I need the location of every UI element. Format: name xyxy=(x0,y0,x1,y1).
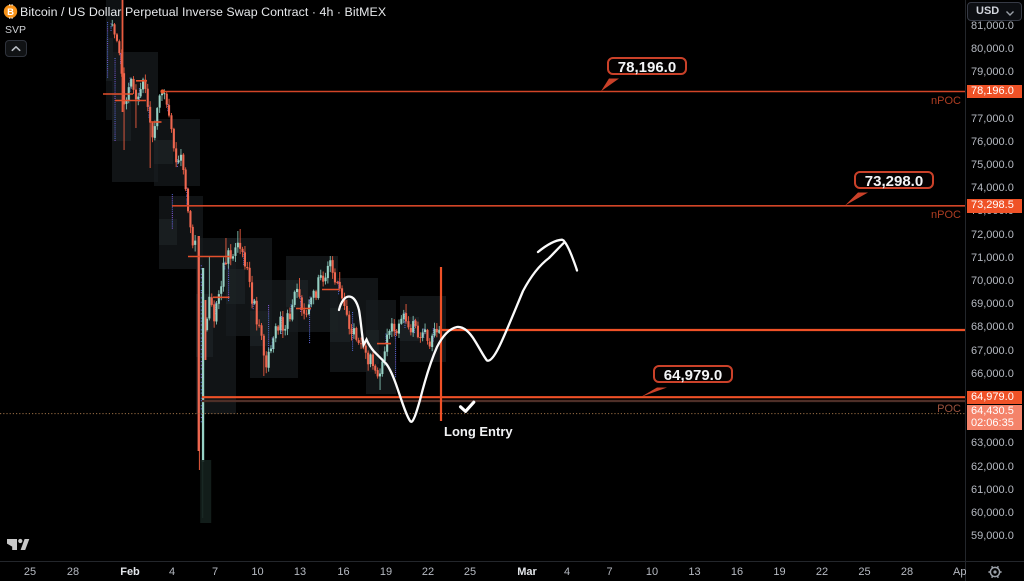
svg-text:B: B xyxy=(7,7,14,18)
